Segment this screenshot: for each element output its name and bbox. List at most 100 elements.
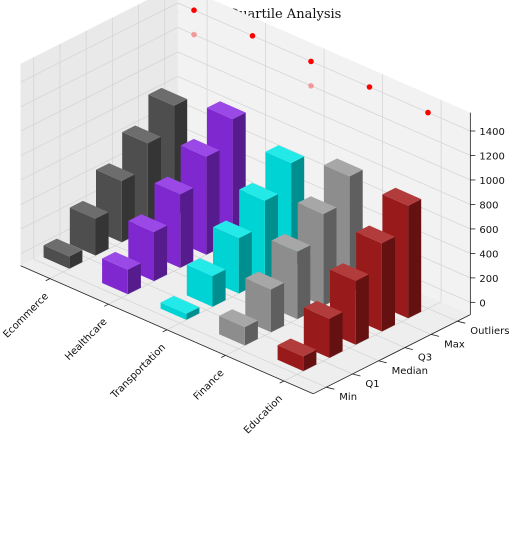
bar-side (329, 312, 343, 358)
bar-top (271, 233, 311, 252)
bar-side (154, 225, 168, 282)
bar-top (180, 138, 220, 157)
bar-top (148, 87, 188, 106)
bar-front (160, 302, 187, 320)
bar (69, 200, 109, 256)
y-tick (430, 334, 440, 337)
outlier-point (191, 7, 197, 13)
outlier-point (366, 84, 373, 90)
bar-front (186, 264, 213, 307)
bar-front (43, 245, 70, 269)
x-tick (45, 278, 51, 282)
z-tick-label: 1200 (479, 152, 504, 163)
bar-front (102, 258, 128, 295)
bar (219, 309, 258, 346)
bar-top (213, 220, 252, 239)
z-tick-label: 800 (479, 200, 498, 211)
x-grid-floor (283, 301, 442, 382)
z-grid-left (20, 76, 179, 156)
bar-top (128, 214, 168, 233)
z-tick-label: 400 (479, 249, 498, 260)
y-tick (404, 347, 413, 350)
bar-top (102, 251, 141, 270)
bar (102, 251, 141, 295)
bar-top (160, 295, 200, 314)
z-tick-label: 600 (479, 225, 498, 236)
bar (160, 295, 200, 320)
x-tick-label: Healthcare (63, 317, 109, 363)
bar (186, 258, 226, 307)
bar-front (277, 345, 304, 372)
bar-top (303, 300, 343, 319)
bar-top (382, 187, 422, 206)
z-tick-label: 200 (479, 274, 498, 285)
bar-top (297, 196, 337, 215)
z-grid-left (20, 2, 179, 83)
bar-side (244, 320, 258, 346)
x-tick-label: Education (242, 393, 285, 436)
x-tick-label: Finance (192, 368, 227, 403)
bar-top (154, 176, 194, 195)
bar-front (219, 315, 245, 346)
outlier-point (249, 33, 256, 39)
bar (277, 338, 317, 372)
bar-top (323, 158, 363, 177)
y-tick-label: Min (339, 392, 357, 403)
y-tick (352, 373, 361, 377)
z-grid-left (20, 51, 179, 132)
bar-top (69, 200, 109, 219)
y-tick (326, 386, 335, 390)
bar-top (277, 338, 317, 357)
x-tick-label: Ecommerce (1, 291, 51, 341)
y-tick-label: Q3 (418, 353, 432, 364)
bar-top (245, 271, 285, 290)
bar-side (297, 245, 311, 320)
bar (43, 238, 83, 269)
y-tick-label: Q1 (365, 379, 379, 390)
outlier-point (191, 31, 197, 38)
bar-side (212, 269, 226, 307)
y-axis-line (312, 314, 471, 395)
outlier-point (308, 58, 314, 65)
y-grid-floor (33, 258, 327, 388)
bar-side (408, 199, 422, 319)
outlier-points (191, 7, 431, 116)
bar-side (186, 307, 200, 320)
x-tick-label: Transportation (108, 342, 168, 402)
bar-top (265, 145, 305, 164)
bar (245, 271, 285, 333)
bar (303, 300, 343, 358)
bar-side (381, 236, 395, 332)
bar-top (43, 238, 83, 257)
z-grid-left (20, 27, 179, 107)
bar-top (356, 225, 395, 244)
y-tick (378, 360, 387, 364)
bar-side (303, 349, 317, 372)
bar-top (330, 263, 369, 281)
z-tick-label: 1400 (479, 127, 504, 138)
bar (271, 233, 311, 320)
bar-side (95, 212, 109, 256)
bar-top (206, 101, 246, 120)
bar-side (127, 263, 141, 295)
bar-front (69, 207, 96, 256)
outlier-point (308, 83, 314, 89)
z-tick-label: 0 (479, 298, 485, 309)
bar-side (271, 282, 285, 333)
bar-top (239, 182, 278, 201)
bar-top (96, 163, 135, 182)
bar-side (180, 187, 194, 268)
x-tick (162, 329, 168, 333)
bar-front (303, 307, 330, 358)
bar-top (219, 309, 258, 328)
bar-top (186, 258, 226, 277)
x-tick (104, 303, 109, 307)
bar-side (69, 249, 83, 269)
x-tick (279, 380, 285, 384)
bar-side (355, 274, 369, 345)
y-tick-label: Outliers (470, 326, 509, 337)
y-tick-label: Max (444, 339, 465, 350)
z-tick-label: 1000 (479, 176, 504, 187)
bar-top (122, 125, 161, 144)
